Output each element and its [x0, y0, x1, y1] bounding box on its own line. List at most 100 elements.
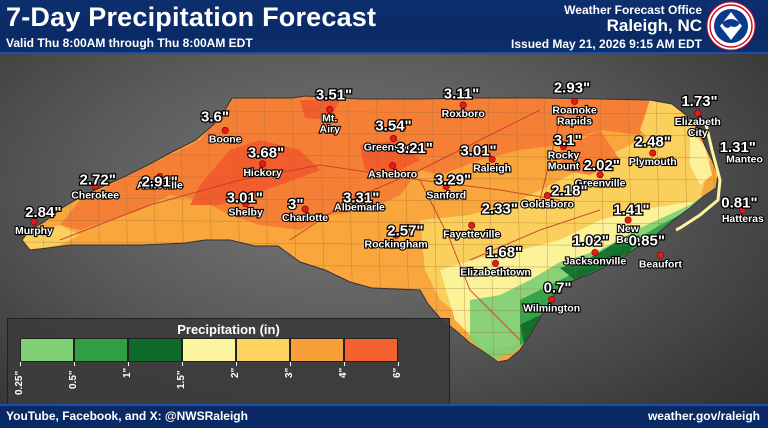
precip-value: 2.57" [387, 222, 423, 239]
city-marker [543, 192, 551, 200]
city-marker [459, 101, 467, 109]
city-label: Mount [548, 161, 580, 173]
office-city: Raleigh, NC [606, 16, 702, 35]
city-marker [259, 160, 267, 168]
precip-value: 1.41" [613, 201, 649, 218]
precip-value: 3.31" [343, 190, 379, 207]
legend-title: Precipitation (in) [177, 322, 280, 337]
precip-band [22, 225, 80, 250]
legend: Precipitation (in) 0.25" 0.5" 1" 1.5" 2" 3" 4"… [7, 318, 450, 406]
outer-banks [675, 119, 722, 232]
city-label: Rockingham [365, 238, 428, 250]
city-marker [301, 205, 309, 213]
precip-value: 3.68" [248, 144, 284, 161]
legend-swatch [290, 338, 344, 362]
city-marker [91, 182, 99, 190]
legend-tickmark [236, 362, 237, 366]
issued-time: Issued May 21, 2026 9:15 AM EDT [511, 37, 702, 51]
precip-value: 2.18" [551, 182, 587, 199]
precip-value: 3.6" [201, 108, 229, 125]
legend-tick-label: 1.5" [176, 370, 187, 390]
precip-value: 3.1" [554, 132, 582, 149]
city-label: Mt. [322, 113, 337, 125]
city-marker [739, 206, 747, 214]
city-label: Sanford [426, 189, 466, 201]
precip-value: 2.02" [584, 157, 620, 174]
city-label: Elizabethtown [460, 266, 531, 278]
city-label: Manteo [726, 153, 763, 165]
precip-value: 0.81" [721, 194, 757, 211]
city-marker [571, 97, 579, 105]
city-label: Asheboro [368, 169, 417, 181]
city-marker [596, 171, 604, 179]
legend-tick-label: 3" [284, 367, 295, 379]
city-label: Murphy [15, 225, 53, 237]
legend-swatch [236, 338, 290, 362]
city-marker [156, 173, 164, 181]
city-label: Rapids [557, 115, 592, 127]
legend-tick-label: 1" [122, 367, 133, 379]
city-label: Rocky [548, 150, 580, 162]
city-label: Roxboro [442, 108, 485, 120]
city-marker [491, 259, 499, 267]
city-marker [656, 251, 664, 259]
city-label: Charlotte [282, 212, 328, 224]
city-marker [389, 162, 397, 170]
city-label: Fayetteville [443, 228, 500, 240]
precip-band [560, 130, 620, 175]
legend-swatch [74, 338, 128, 362]
city-marker [741, 146, 749, 154]
precip-value: 2.72" [80, 172, 116, 189]
legend-tickmark [398, 362, 399, 366]
city-marker [326, 106, 334, 114]
city-label: Greensboro [364, 142, 424, 154]
city-marker [468, 221, 476, 229]
city-marker [548, 296, 556, 304]
social-handles: YouTube, Facebook, and X: @NWSRaleigh [6, 409, 248, 423]
city-label: City [688, 127, 708, 139]
precip-value: 2.93" [554, 79, 590, 96]
city-label: Hatteras [722, 213, 764, 225]
city-label: Wilmington [523, 303, 580, 315]
precip-value: 0.7" [544, 279, 572, 296]
legend-tickmark [290, 362, 291, 366]
valid-period: Valid Thu 8:00AM through Thu 8:00AM EDT [6, 36, 253, 50]
precip-value: 3.01" [460, 143, 496, 160]
city-label: Plymouth [629, 156, 677, 168]
city-label: Elizabeth [675, 116, 721, 128]
precip-value: 3.11" [444, 86, 479, 103]
city-marker [221, 126, 229, 134]
header-bar: 7-Day Precipitation Forecast Valid Thu 8… [0, 0, 768, 54]
city-marker [242, 200, 250, 208]
city-marker [389, 135, 397, 143]
precip-band [360, 140, 420, 175]
city-label: Roanoke [552, 104, 597, 116]
city-label: Greenville [575, 178, 626, 190]
highways [59, 109, 601, 341]
nws-logo-icon [706, 1, 756, 51]
precip-value: 1.68" [486, 244, 522, 261]
city-marker [694, 109, 702, 117]
legend-tickmark [128, 362, 129, 366]
legend-tickmark [20, 362, 21, 366]
legend-tickmark [344, 362, 345, 366]
website-link[interactable]: weather.gov/raleigh [647, 409, 760, 423]
legend-swatch [128, 338, 182, 362]
city-label: Cherokee [71, 189, 119, 201]
city-marker [355, 194, 363, 202]
precip-value: 3.29" [435, 172, 471, 189]
legend-swatch [182, 338, 236, 362]
legend-tickmark [182, 362, 183, 366]
precip-value: 3.51" [316, 87, 352, 104]
legend-tick-label: 4" [338, 367, 349, 379]
city-label: Jacksonville [564, 256, 627, 268]
city-marker [624, 216, 632, 224]
city-marker [392, 231, 400, 239]
precip-value: 3.01" [227, 190, 263, 207]
precip-band [560, 235, 640, 280]
precip-value: 3" [288, 196, 303, 213]
legend-tickmark [74, 362, 75, 366]
precip-value: 0.85" [629, 232, 665, 249]
